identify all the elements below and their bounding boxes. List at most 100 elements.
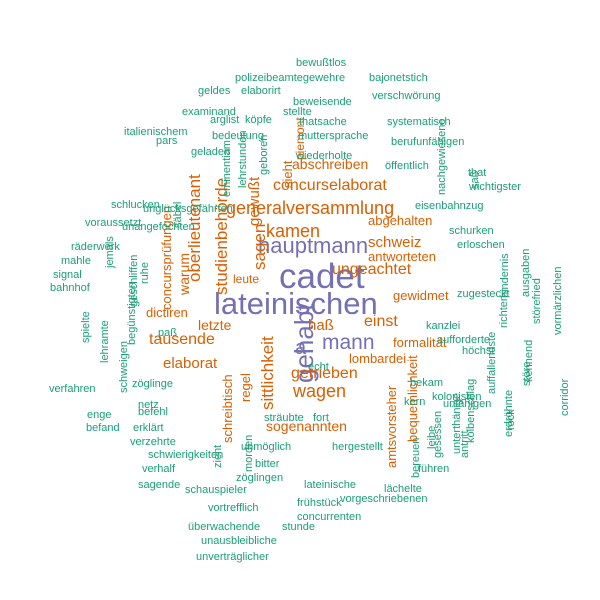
word-87: fort	[313, 412, 329, 424]
word-30: sogenannten	[266, 418, 347, 434]
word-22: gewußt	[246, 176, 263, 226]
word-130: vormärzlichen	[552, 266, 564, 335]
word-116: geboren	[258, 134, 270, 175]
word-97: zöglingen	[236, 472, 284, 484]
word-40: bewußtlos	[296, 57, 347, 69]
word-132: kennend	[523, 339, 535, 382]
word-82: unfähigen	[443, 398, 492, 410]
word-28: warum	[176, 252, 192, 295]
word-75: höchst	[462, 345, 495, 357]
word-93: schwierigkeiten	[148, 449, 224, 461]
word-25: antworteten	[368, 249, 436, 264]
word-35: sieht	[280, 160, 295, 188]
word-45: verschwörung	[372, 90, 441, 102]
word-32: lombardei	[349, 351, 407, 366]
word-21: letzte	[198, 317, 232, 333]
word-123: begünstigten	[126, 282, 138, 345]
word-16: elaborat	[163, 355, 218, 372]
word-73: paß	[158, 327, 177, 339]
word-142: bereuen	[410, 437, 422, 478]
word-52: systematisch	[387, 116, 451, 128]
word-76: echt	[308, 361, 329, 373]
word-10: wagen	[293, 381, 347, 401]
word-100: lateinische	[304, 479, 356, 491]
word-27: dictiren	[146, 305, 188, 320]
word-113: säbel	[172, 201, 184, 228]
word-144: morden	[243, 434, 255, 472]
word-51: thatsache	[299, 116, 347, 128]
word-101: lächelte	[384, 483, 422, 495]
word-7: concurselaborat	[273, 177, 387, 194]
word-18: einst	[364, 313, 398, 330]
word-36: leute	[233, 272, 260, 286]
word-14: getrieben	[291, 365, 358, 382]
word-57: pars	[156, 135, 178, 147]
word-15: tausende	[149, 331, 215, 348]
word-121: schweigen	[118, 341, 130, 393]
word-26: gewidmet	[393, 288, 449, 303]
word-136: rock	[505, 409, 517, 430]
word-47: examinand	[182, 106, 236, 118]
word-99: schauspieler	[185, 484, 247, 496]
word-46: beweisende	[293, 96, 352, 108]
word-104: frühstück	[297, 497, 342, 509]
word-111: unangefochten	[122, 221, 195, 233]
word-118: ruhe	[139, 261, 151, 284]
word-31: formalität	[393, 335, 447, 350]
word-0: lateinischen	[214, 286, 378, 321]
word-44: elaborirt	[241, 85, 281, 97]
word-48: stellte	[283, 106, 312, 118]
word-133: auffallendste	[486, 331, 498, 394]
word-63: eisenbahnzug	[415, 200, 484, 212]
word-59: wiederholte	[296, 150, 353, 162]
word-71: zugesteckt	[457, 288, 510, 300]
word-6: generalversammlung	[226, 198, 395, 218]
word-23: abschreiben	[292, 156, 369, 172]
word-56: berufunfähigen	[391, 136, 465, 148]
word-134: corridor	[559, 378, 571, 416]
word-141: antritt	[459, 430, 471, 458]
word-112: unglücksgefährten	[143, 203, 233, 215]
word-96: führen	[418, 463, 450, 475]
word-4: mann	[322, 331, 375, 354]
word-119: spielte	[80, 311, 92, 343]
word-81: kern	[404, 396, 426, 408]
word-17: sittlichkeit	[258, 336, 277, 410]
word-80: verfahren	[49, 383, 96, 395]
word-124: nachgewiesene	[436, 118, 448, 195]
word-94: bitter	[255, 458, 280, 470]
word-50: köpfe	[245, 114, 272, 126]
word-106: überwachende	[188, 521, 261, 533]
word-105: concurrenten	[297, 511, 362, 523]
word-129: störefried	[531, 278, 543, 324]
word-115: lehrstunden	[237, 130, 249, 189]
word-53: italienischem	[124, 126, 188, 138]
word-127: richten	[498, 294, 510, 328]
word-60: öffentlich	[385, 160, 429, 172]
word-143: zieht	[212, 444, 224, 468]
word-55: muttersprache	[298, 130, 369, 142]
word-54: bedeutung	[212, 130, 264, 142]
word-79: kolonisten	[432, 391, 482, 403]
word-70: bahnhof	[50, 282, 90, 294]
word-24: abgehalten	[368, 213, 433, 228]
word-78: bekam	[410, 377, 444, 389]
word-102: vorgeschriebenen	[340, 493, 428, 505]
word-86: sträubte	[264, 412, 304, 424]
word-110: schlucken	[111, 199, 160, 211]
word-37: regel	[238, 373, 253, 402]
word-62: wichtigster	[469, 181, 521, 193]
word-66: erloschen	[457, 239, 505, 251]
word-41: polizeibeamtegewehre	[235, 72, 346, 84]
word-20: schweiz	[368, 234, 422, 251]
word-61: that	[468, 167, 487, 179]
word-13: ungeachtet	[332, 261, 412, 278]
word-38: schreibtisch	[220, 374, 235, 443]
word-109: unverträglicher	[196, 551, 269, 563]
word-117: jemals	[104, 236, 116, 268]
word-68: mahle	[61, 255, 91, 267]
word-74: aufforderte	[437, 334, 491, 346]
word-65: schurken	[449, 225, 494, 237]
word-85: befehl	[138, 406, 168, 418]
